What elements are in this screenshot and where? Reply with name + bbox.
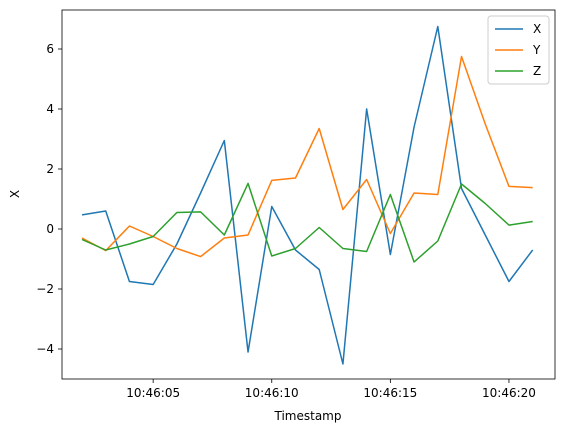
legend-label-z: Z [533, 64, 541, 78]
legend-label-y: Y [532, 43, 541, 57]
y-axis-ticks: 6 4 2 0 −2 −4 [36, 42, 62, 356]
y-axis-label: X [8, 190, 22, 198]
plot-series [81, 25, 534, 365]
series-line-y [81, 55, 533, 258]
series-line-x [81, 25, 534, 365]
x-tick-label: 10:46:20 [482, 386, 536, 400]
y-tick-label: 0 [46, 222, 54, 236]
y-tick-label: −4 [36, 342, 54, 356]
plot-frame [61, 9, 556, 380]
y-tick-label: 6 [46, 42, 54, 56]
x-tick-label: 10:46:05 [126, 386, 180, 400]
x-tick-label: 10:46:10 [245, 386, 299, 400]
x-tick-label: 10:46:15 [363, 386, 417, 400]
legend-label-x: X [533, 22, 541, 36]
x-axis-label: Timestamp [274, 409, 342, 423]
legend: XYZ [487, 15, 550, 85]
y-tick-label: 4 [46, 102, 54, 116]
y-tick-label: −2 [36, 282, 54, 296]
series-line-z [81, 182, 533, 263]
y-tick-label: 2 [46, 162, 54, 176]
x-axis-ticks: 10:46:05 10:46:10 10:46:15 10:46:20 [126, 379, 536, 400]
